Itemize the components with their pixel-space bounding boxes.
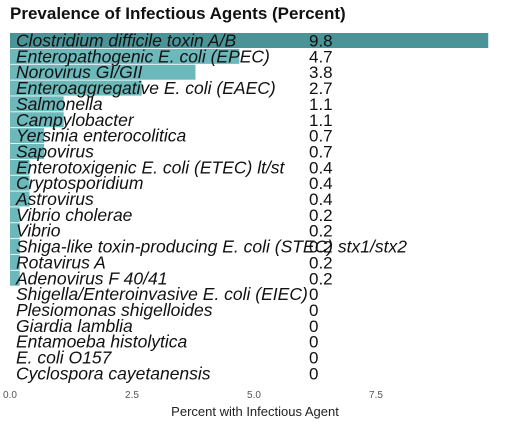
bar xyxy=(10,112,64,128)
bar-category-label: Rotavirus A xyxy=(16,252,106,272)
value-labels-group: 9.84.73.82.71.11.10.70.70.40.40.40.20.20… xyxy=(309,32,333,384)
bar xyxy=(10,270,20,286)
bar-category-label: Enterotoxigenic E. coli (ETEC) lt/st xyxy=(16,157,286,177)
bar xyxy=(10,33,489,48)
bar-value-label: 9.8 xyxy=(309,32,333,51)
bar xyxy=(10,191,30,207)
bar-value-label: 0.2 xyxy=(309,253,333,272)
bar xyxy=(10,223,20,239)
bars-group xyxy=(10,33,489,286)
bar xyxy=(10,96,64,112)
bar-category-label: Adenovirus F 40/41 xyxy=(15,268,167,288)
x-axis-title: Percent with Infectious Agent xyxy=(171,404,339,419)
bar-category-label: Yersinia enterocolitica xyxy=(16,126,186,146)
bar-category-label: Campylobacter xyxy=(16,110,135,130)
bar-value-label: 0 xyxy=(309,333,318,352)
bar-value-label: 0 xyxy=(309,285,318,304)
bar-value-label: 0.2 xyxy=(309,222,333,241)
bar-value-label: 2.7 xyxy=(309,79,333,98)
bar-category-label: Shiga-like toxin-producing E. coli (STEC… xyxy=(16,237,407,257)
bar xyxy=(10,239,20,255)
bar-value-label: 0.7 xyxy=(309,127,333,146)
bar-labels-group: Clostridium difficile toxin A/BEnteropat… xyxy=(15,31,407,384)
bar-value-label: 0 xyxy=(309,349,318,368)
bar-value-label: 1.1 xyxy=(309,111,333,130)
bar xyxy=(10,48,240,64)
x-tick-label: 2.5 xyxy=(125,390,139,401)
bar-value-label: 0 xyxy=(309,301,318,320)
bar xyxy=(10,254,20,270)
bar xyxy=(10,80,142,96)
bar-category-label: Enteropathogenic E. coli (EPEC) xyxy=(16,46,270,66)
bar-category-label: Plesiomonas shigelloides xyxy=(16,300,213,320)
bar-value-label: 0.2 xyxy=(309,238,333,257)
x-tick-label: 0.0 xyxy=(3,390,17,401)
bar-value-label: 0.4 xyxy=(309,158,333,177)
bar xyxy=(10,159,30,175)
bar-category-label: Cryptosporidium xyxy=(16,173,143,193)
bar-category-label: Norovirus GI/GII xyxy=(16,62,143,82)
bar xyxy=(10,143,45,159)
x-tick-label: 5.0 xyxy=(247,390,261,401)
bar xyxy=(10,175,30,191)
bar-value-label: 0 xyxy=(309,364,318,383)
bar-category-label: Cyclospora cayetanensis xyxy=(16,363,211,383)
bar-value-label: 0 xyxy=(309,317,318,336)
bar-category-label: Vibrio cholerae xyxy=(16,205,133,225)
bar-value-label: 0.4 xyxy=(309,190,333,209)
bar xyxy=(10,207,20,223)
x-tick-label: 7.5 xyxy=(369,390,383,401)
bar-value-label: 3.8 xyxy=(309,63,333,82)
bar-value-label: 0.4 xyxy=(309,174,333,193)
bar-category-label: Entamoeba histolytica xyxy=(16,332,187,352)
bar-category-label: Salmonella xyxy=(16,94,103,114)
bar-category-label: Sapovirus xyxy=(16,141,94,161)
chart-title: Prevalence of Infectious Agents (Percent… xyxy=(10,4,346,23)
bar-value-label: 4.7 xyxy=(309,47,333,66)
bar-category-label: Clostridium difficile toxin A/B xyxy=(16,31,236,51)
bar-category-label: Astrovirus xyxy=(15,189,94,209)
bar-value-label: 0.2 xyxy=(309,269,333,288)
bar-category-label: E. coli O157 xyxy=(16,348,113,368)
bar-category-label: Vibrio xyxy=(16,221,61,241)
bar xyxy=(10,128,45,144)
x-axis-ticks: 0.0 2.5 5.0 7.5 xyxy=(3,390,383,401)
bar-value-label: 0.2 xyxy=(309,206,333,225)
bar-category-label: Giardia lamblia xyxy=(16,316,133,336)
bar-category-label: Shigella/Enteroinvasive E. coli (EIEC) xyxy=(16,284,308,304)
bar-value-label: 0.7 xyxy=(309,142,333,161)
bar xyxy=(10,64,196,80)
bar-value-label: 1.1 xyxy=(309,95,333,114)
bar-category-label: Enteroaggregative E. coli (EAEC) xyxy=(16,78,276,98)
